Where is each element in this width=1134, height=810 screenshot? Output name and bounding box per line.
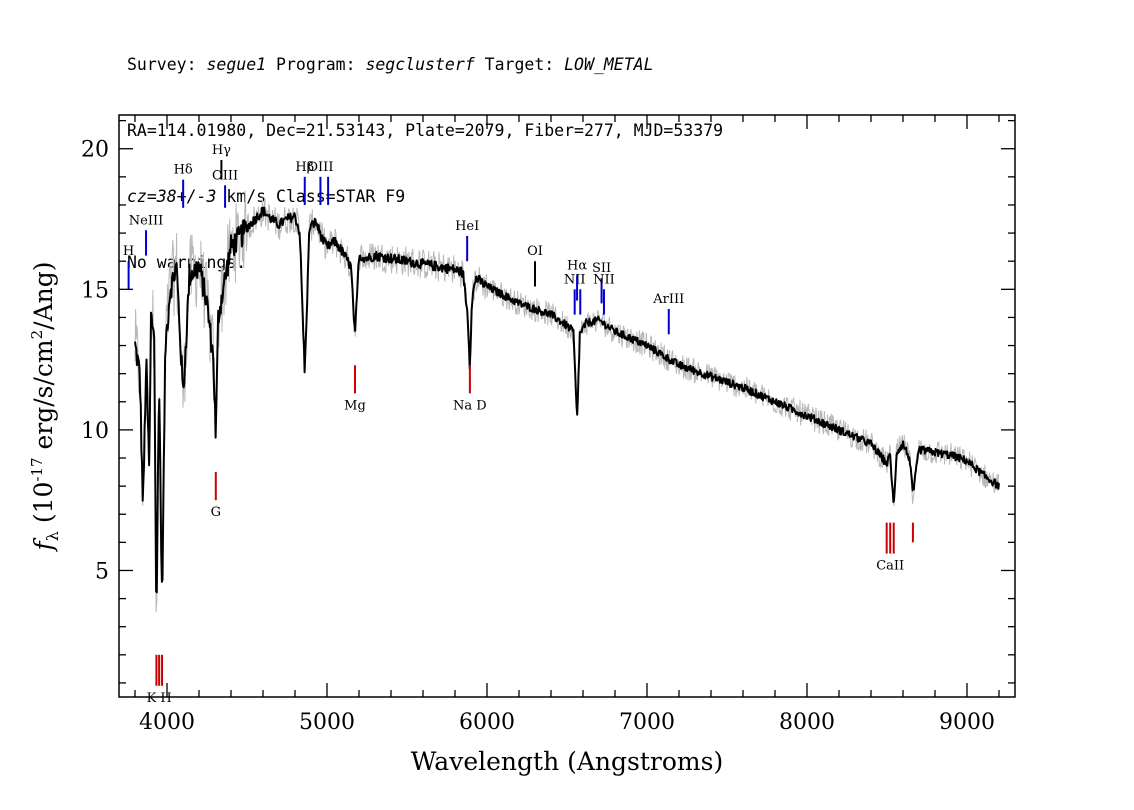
plot-frame [118, 114, 1016, 698]
x-tick-label: 4000 [139, 710, 195, 735]
noise-line [134, 191, 1000, 613]
line-marker-label: NII [593, 272, 615, 287]
y-axis-title-a: (10 [29, 482, 58, 532]
x-axis-title: Wavelength (Angstroms) [411, 747, 723, 776]
line-marker-label: ArIII [652, 292, 684, 307]
y-axis-title-main: f [29, 538, 58, 553]
y-axis-title: fλ (10-17 erg/s/cm2/Ang) [28, 261, 62, 552]
line-marker-label: OI [527, 244, 543, 259]
y-axis-title-sup: -17 [28, 457, 46, 481]
line-marker-label: H [123, 244, 134, 259]
line-marker-label: OIII [307, 160, 333, 175]
flux-noise-band [134, 191, 1000, 613]
header-segment: cz=38+/-3 [127, 187, 217, 206]
x-tick-label: 7000 [619, 710, 675, 735]
line-marker-label: NeIII [129, 213, 163, 228]
line-marker-label: Na D [453, 398, 487, 413]
line-marker-label: Hδ [174, 163, 193, 178]
header-segment: segue1 [206, 55, 267, 74]
line-marker-label: G [211, 505, 221, 520]
line-marker-label: CaII [876, 559, 904, 574]
header-segment: Target: [474, 55, 565, 74]
header-segment: LOW_METAL [564, 55, 654, 74]
x-tick-label: 8000 [779, 710, 835, 735]
line-marker-label: NII [564, 272, 586, 287]
header-line-1: Survey: segue1 Program: segclusterf Targ… [127, 54, 723, 76]
x-tick-label: 9000 [939, 710, 995, 735]
line-marker-label: Mg [344, 398, 366, 413]
spectrum-header: Survey: segue1 Program: segclusterf Targ… [127, 10, 723, 296]
header-line-2: RA=114.01980, Dec=21.53143, Plate=2079, … [127, 121, 724, 140]
flux-line [134, 206, 1000, 594]
y-axis-title-sup2: 2 [28, 330, 46, 340]
line-marker-label: Hβ [295, 160, 314, 175]
line-marker-label: HeI [455, 219, 479, 234]
line-marker-label: OIII [212, 168, 238, 183]
y-tick-label: 15 [81, 278, 109, 303]
header-segment: Program: [266, 55, 366, 74]
header-segment: km/s Class=STAR F9 [216, 187, 406, 206]
y-tick-label: 20 [81, 138, 109, 163]
y-axis-title-c: /Ang) [29, 261, 58, 329]
header-segment: Survey: [127, 55, 207, 74]
header-line-3: cz=38+/-3 km/s Class=STAR F9 [127, 186, 723, 208]
y-axis-title-sub: λ [43, 531, 62, 541]
y-tick-label: 5 [95, 559, 109, 584]
line-marker-label: Hγ [212, 143, 231, 158]
x-tick-label: 5000 [299, 710, 355, 735]
axis-ticks: 4000 5000 6000 7000 8000 9000 5 10 15 20 [81, 115, 1015, 735]
flux-series [134, 206, 1000, 594]
y-axis-title-b: erg/s/cm [29, 339, 58, 457]
line-marker-label: Hα [567, 258, 587, 273]
y-tick-label: 10 [81, 419, 109, 444]
header-segment: segclusterf [365, 55, 475, 74]
line-marker-label: K H [147, 691, 172, 706]
x-tick-label: 6000 [459, 710, 515, 735]
line-marker-label: SII [592, 261, 611, 276]
